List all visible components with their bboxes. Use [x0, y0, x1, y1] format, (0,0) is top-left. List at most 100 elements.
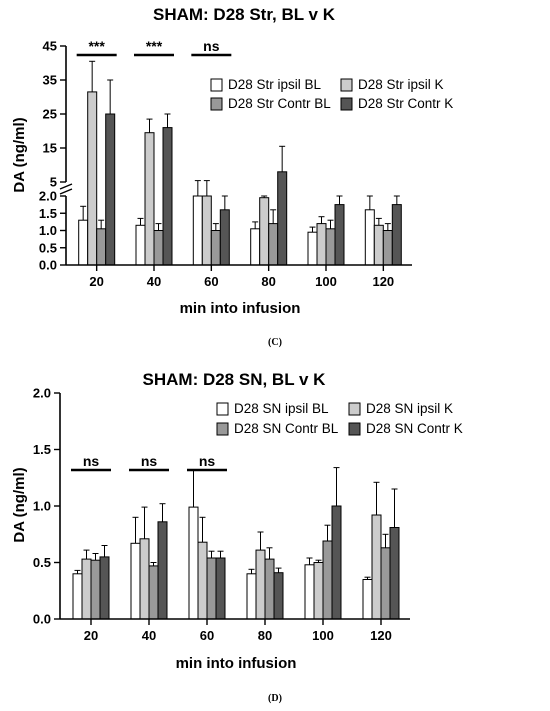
- chart-d-significance: ns ns ns: [71, 453, 227, 472]
- c-y-tick-label-lower-2: 1.0: [39, 223, 57, 238]
- c-bar-0-4: [307, 231, 318, 266]
- c-bar-3-4: [334, 204, 345, 266]
- c-bar-2-5: [382, 230, 393, 266]
- c-bar-2-3: [268, 223, 279, 266]
- d-x-tick-label-0: 20: [84, 628, 98, 643]
- chart-c-panel-label: (C): [268, 337, 282, 348]
- c-legend-swatch-0: [210, 78, 223, 92]
- c-axis-break-mark-upper: [59, 183, 73, 190]
- c-x-tick-label-0: 20: [89, 274, 103, 289]
- d-legend-swatch-3: [348, 422, 361, 436]
- chart-c-title: SHAM: D28 Str, BL v K: [153, 5, 336, 24]
- d-y-tick-label-3: 1.5: [33, 442, 51, 457]
- d-bar-2-1: [148, 565, 159, 620]
- c-legend-label-3: D28 Str Contr K: [358, 96, 453, 111]
- c-legend-swatch-2: [210, 97, 223, 111]
- d-bar-1-1: [139, 538, 150, 620]
- d-x-tick-label-1: 40: [142, 628, 156, 643]
- c-y-tick-label-lower-3: 1.5: [39, 206, 57, 221]
- c-sig-label-0: ***: [88, 38, 105, 54]
- d-legend-label-0: D28 SN ipsil BL: [234, 401, 329, 416]
- d-bar-2-0: [90, 559, 101, 620]
- c-bar-3-5: [391, 204, 402, 266]
- c-bar-3-1: [162, 127, 173, 266]
- d-bar-0-3: [246, 573, 257, 620]
- c-bar-1-1: [144, 132, 155, 266]
- d-bar-3-4: [331, 505, 342, 620]
- d-legend-swatch-0: [216, 402, 229, 416]
- c-x-tick-label-5: 120: [372, 274, 394, 289]
- c-sig-label-1: ***: [146, 38, 163, 54]
- c-bar-0-1: [135, 224, 146, 266]
- c-bar-0-3: [250, 228, 261, 266]
- d-bar-1-3: [255, 549, 266, 620]
- d-legend-swatch-2: [216, 422, 229, 436]
- d-y-tick-label-0: 0.0: [33, 612, 51, 627]
- d-bar-2-3: [264, 558, 275, 620]
- chart-d-panel-label: (D): [268, 693, 282, 704]
- d-bar-3-1: [157, 521, 168, 620]
- chart-d-ylabel: DA (ng/ml): [11, 467, 28, 542]
- c-bar-2-1: [153, 230, 164, 266]
- d-x-tick-label-5: 120: [370, 628, 392, 643]
- c-y-tick-label-upper-0: 5: [50, 175, 57, 190]
- chart-d-legend: D28 SN ipsil BL D28 SN ipsil K D28 SN Cont…: [216, 401, 463, 436]
- c-bar-2-0: [96, 228, 107, 266]
- c-bar-3-2: [219, 209, 230, 266]
- c-bar-2-4: [325, 228, 336, 266]
- chart-d: SHAM: D28 SN, BL v K DA (ng/ml) min into…: [11, 370, 463, 704]
- c-bar-0-5: [364, 209, 375, 266]
- d-y-tick-label-2: 1.0: [33, 499, 51, 514]
- d-sig-label-2: ns: [199, 453, 216, 469]
- chart-c-axes: 20 40 60 80 100 120 0.0 0.5 1.0 1.5 2.05 15 25 35 45: [39, 39, 412, 289]
- c-legend-label-1: D28 Str ipsil K: [358, 77, 444, 92]
- c-y-tick-label-upper-2: 25: [43, 107, 57, 122]
- c-bar-3-3: [277, 171, 288, 266]
- chart-c-significance: *** *** ns: [76, 38, 232, 57]
- chart-c-xlabel: min into infusion: [180, 300, 301, 317]
- c-legend-swatch-1: [340, 78, 353, 92]
- c-y-tick-label-lower-1: 0.5: [39, 240, 57, 255]
- c-bar-1-4: [316, 223, 327, 266]
- c-bar-1-2: [201, 195, 212, 266]
- c-legend-swatch-3: [340, 97, 353, 111]
- c-bar-1-0: [87, 91, 98, 266]
- d-x-tick-label-3: 80: [258, 628, 272, 643]
- c-y-tick-label-upper-1: 15: [43, 141, 57, 156]
- d-bar-1-4: [313, 562, 324, 620]
- c-bar-0-0: [78, 219, 89, 266]
- d-bar-3-3: [273, 572, 284, 620]
- d-sig-label-1: ns: [141, 453, 158, 469]
- d-bar-2-2: [206, 557, 217, 620]
- d-legend-label-2: D28 SN Contr BL: [234, 421, 339, 436]
- d-legend-label-1: D28 SN ipsil K: [366, 401, 453, 416]
- d-bar-1-2: [197, 541, 208, 620]
- d-x-tick-label-4: 100: [312, 628, 334, 643]
- d-bar-3-0: [99, 556, 110, 620]
- d-bar-2-4: [322, 540, 333, 620]
- d-legend-label-3: D28 SN Contr K: [366, 421, 463, 436]
- d-x-tick-label-2: 60: [200, 628, 214, 643]
- c-x-tick-label-2: 60: [204, 274, 218, 289]
- d-sig-label-0: ns: [83, 453, 100, 469]
- d-legend-swatch-1: [348, 402, 361, 416]
- c-x-tick-label-3: 80: [261, 274, 275, 289]
- chart-c-legend: D28 Str ipsil BL D28 Str ipsil K D28 Str C…: [210, 77, 453, 111]
- chart-d-bars: [72, 467, 400, 620]
- chart-c-ylabel: DA (ng/ml): [11, 117, 28, 192]
- c-sig-label-2: ns: [203, 38, 220, 54]
- c-bar-2-2: [210, 230, 221, 266]
- d-bar-0-2: [188, 506, 199, 620]
- c-legend-label-2: D28 Str Contr BL: [228, 96, 331, 111]
- d-y-tick-label-1: 0.5: [33, 555, 51, 570]
- chart-d-title: SHAM: D28 SN, BL v K: [143, 370, 327, 389]
- d-bar-1-0: [81, 558, 92, 620]
- d-bar-0-4: [304, 564, 315, 620]
- c-bar-0-2: [192, 195, 203, 266]
- chart-c: SHAM: D28 Str, BL v K DA (ng/ml) min int…: [11, 5, 453, 348]
- d-bar-0-5: [362, 579, 373, 620]
- c-y-tick-label-lower-0: 0.0: [39, 258, 57, 273]
- d-bar-0-0: [72, 573, 83, 620]
- c-y-tick-label-upper-4: 45: [43, 39, 57, 54]
